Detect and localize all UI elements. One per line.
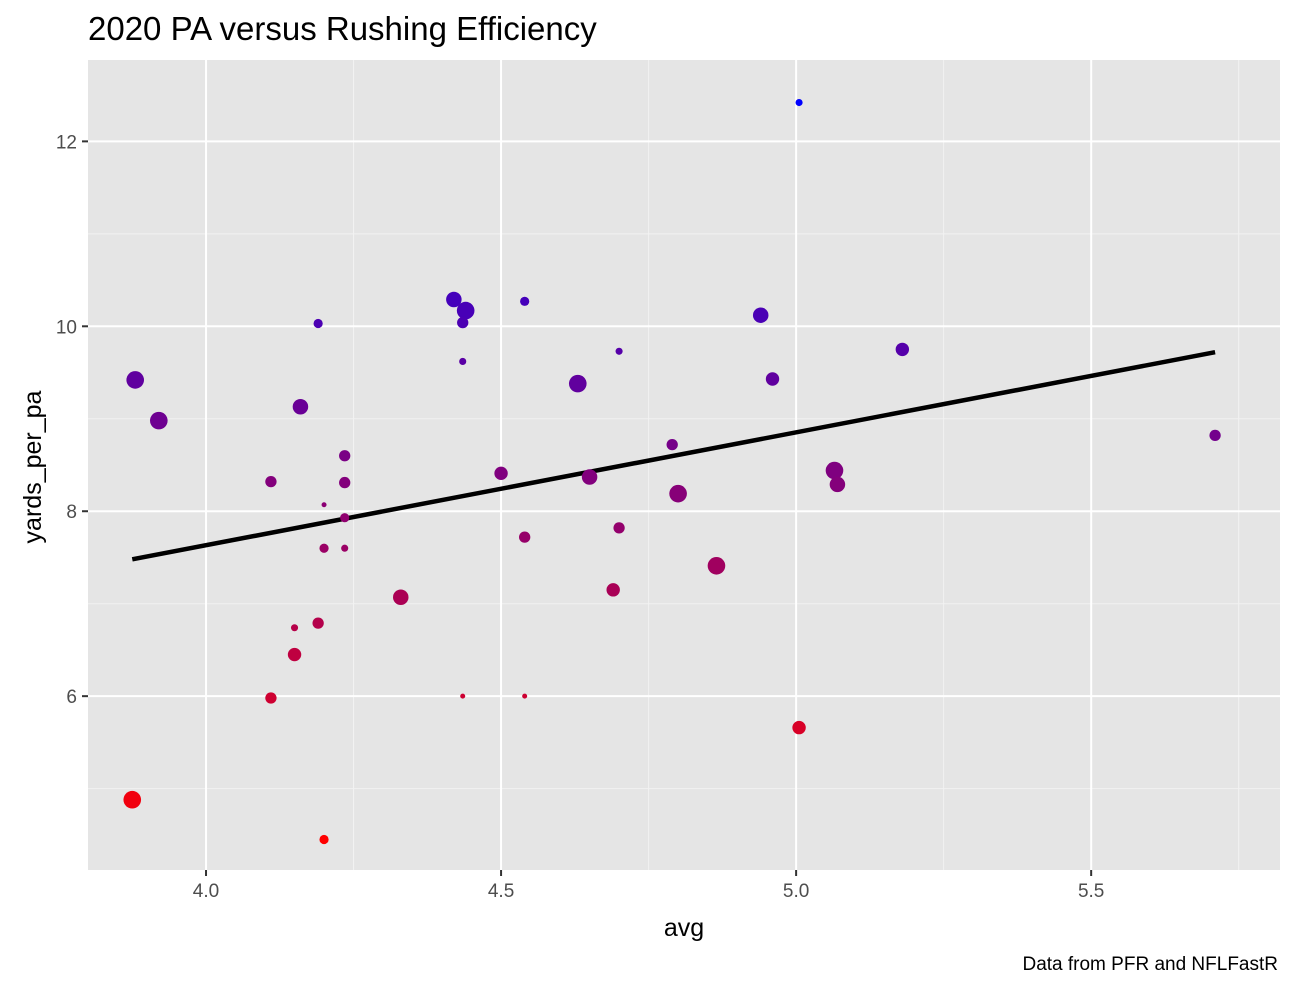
- plot-panel: [88, 60, 1280, 870]
- data-point: [581, 469, 598, 485]
- data-point: [792, 720, 806, 735]
- data-point: [459, 357, 467, 365]
- data-point: [393, 589, 409, 605]
- chart-title: 2020 PA versus Rushing Efficiency: [88, 10, 597, 47]
- data-point: [606, 583, 620, 597]
- data-point: [752, 307, 769, 323]
- data-point: [520, 296, 530, 306]
- data-point: [494, 466, 508, 481]
- data-points: [123, 98, 1221, 845]
- data-point: [456, 301, 475, 320]
- trend-line: [131, 349, 1216, 562]
- y-tick-label: 12: [56, 132, 77, 153]
- data-point: [765, 372, 780, 386]
- x-tick-label: 4.0: [193, 881, 219, 902]
- data-point: [446, 291, 462, 308]
- data-point: [339, 450, 351, 462]
- data-point: [265, 475, 277, 488]
- y-tick-label: 8: [66, 502, 77, 523]
- data-point: [313, 318, 323, 329]
- y-tick-label: 6: [66, 687, 77, 708]
- data-point: [321, 502, 327, 508]
- data-point: [290, 624, 299, 632]
- data-point: [519, 531, 531, 543]
- data-point: [312, 617, 324, 629]
- data-point: [895, 342, 910, 357]
- data-point: [522, 693, 528, 699]
- data-point: [457, 316, 469, 329]
- data-point: [265, 692, 277, 704]
- data-point: [150, 411, 168, 430]
- data-point: [615, 347, 623, 355]
- data-point: [287, 647, 302, 662]
- data-point: [669, 484, 687, 503]
- data-point: [829, 476, 846, 493]
- chart-caption: Data from PFR and NFLFastR: [1022, 954, 1278, 975]
- y-axis-ticks: 6 8 10 12: [56, 132, 88, 708]
- data-point: [339, 476, 351, 489]
- x-tick-label: 5.0: [783, 881, 809, 902]
- data-point: [460, 693, 466, 699]
- data-point: [123, 790, 142, 809]
- data-point: [568, 374, 587, 393]
- y-axis-title: yards_per_pa: [19, 390, 47, 543]
- data-point: [795, 98, 803, 107]
- y-tick-label: 10: [56, 317, 77, 338]
- minor-gridlines: [88, 60, 1280, 870]
- x-tick-label: 4.5: [488, 881, 514, 902]
- data-point: [319, 834, 329, 845]
- data-point: [126, 371, 145, 389]
- data-point: [707, 556, 726, 575]
- data-point: [319, 543, 329, 553]
- data-point: [340, 513, 350, 523]
- data-point: [613, 522, 625, 534]
- data-point: [825, 461, 844, 480]
- x-axis-title: avg: [664, 914, 704, 942]
- major-gridlines: [88, 60, 1280, 870]
- data-point: [292, 398, 309, 415]
- x-axis-ticks: 4.0 4.5 5.0 5.5: [193, 870, 1104, 902]
- data-point: [341, 544, 349, 552]
- x-tick-label: 5.5: [1078, 881, 1104, 902]
- data-point: [666, 439, 678, 451]
- data-point: [1209, 429, 1221, 442]
